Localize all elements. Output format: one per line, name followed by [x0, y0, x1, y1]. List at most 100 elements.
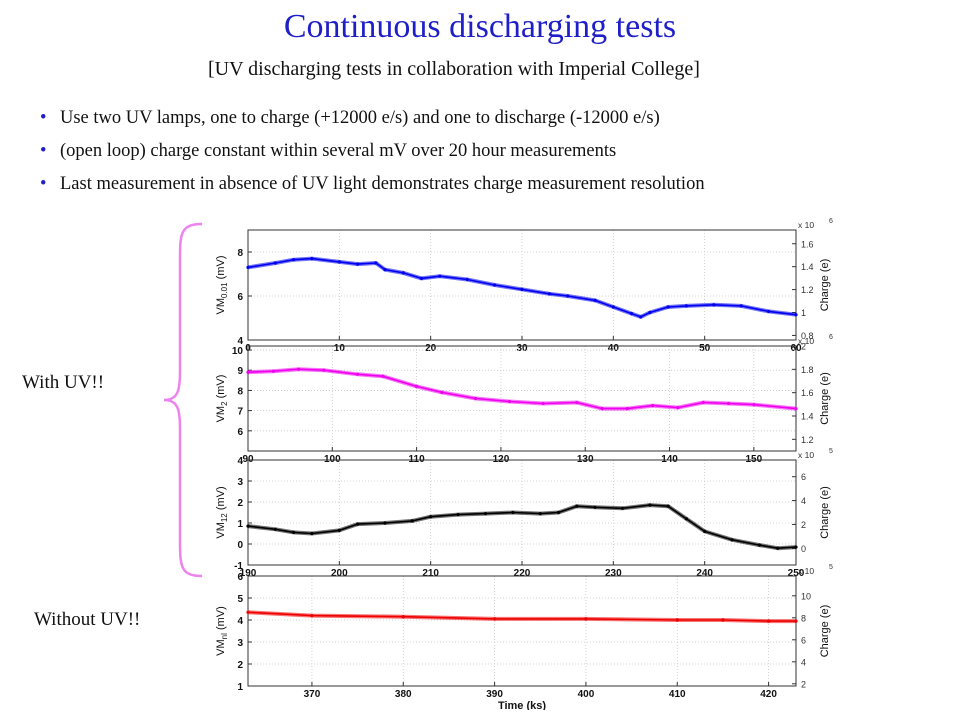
x-tick-label: 210 — [422, 568, 439, 579]
data-point — [310, 257, 314, 261]
data-point — [322, 368, 326, 372]
data-point — [337, 260, 341, 264]
y2-multiplier: x 10 — [798, 450, 814, 460]
data-point — [794, 545, 798, 549]
y-label-main: VM — [215, 406, 227, 423]
x-tick-label: 190 — [240, 568, 257, 579]
x-tick-label: 50 — [699, 343, 711, 354]
data-point — [776, 546, 780, 550]
data-point — [511, 510, 515, 515]
y-tick-label: 10 — [232, 346, 244, 357]
y-axis-label: VM2 (mV) — [215, 375, 229, 423]
slide-subtitle: [UV discharging tests in collaboration w… — [208, 58, 700, 80]
y-tick-label: 1 — [237, 682, 243, 693]
data-point — [374, 261, 378, 265]
data-point — [246, 265, 250, 269]
data-point — [648, 310, 652, 315]
data-point — [593, 505, 597, 509]
bullet-item: • (open loop) charge constant within seve… — [40, 141, 705, 174]
y2-exponent: 6 — [829, 218, 833, 225]
y2-tick-label: 1.4 — [801, 412, 814, 422]
y-tick-label: 2 — [237, 498, 243, 509]
data-point — [383, 268, 387, 272]
y2-exponent: 5 — [829, 448, 833, 455]
y2-multiplier: x 10 — [798, 336, 814, 346]
x-tick-label: 20 — [425, 343, 437, 354]
data-point — [310, 531, 314, 536]
y2-axis-label: Charge (e) — [819, 605, 831, 658]
y-label-subscript: 2 — [220, 401, 229, 406]
y2-tick-label: 0 — [801, 544, 806, 554]
y-tick-label: 0 — [237, 540, 243, 551]
data-point — [584, 617, 588, 621]
x-tick-label: 370 — [304, 689, 321, 700]
y2-tick-label: 1.8 — [801, 365, 814, 375]
y-label-unit: (mV) — [215, 375, 227, 402]
y2-tick-label: 1.2 — [801, 435, 814, 445]
y-label-unit: (mV) — [215, 606, 227, 633]
data-point — [593, 298, 597, 302]
y-label-unit: (mV) — [215, 256, 227, 283]
data-point — [246, 524, 250, 528]
y2-tick-label: 4 — [801, 657, 806, 667]
data-point — [721, 618, 725, 622]
data-point — [566, 294, 570, 298]
data-point — [465, 277, 469, 282]
bullet-dot-icon: • — [40, 174, 47, 194]
data-point — [541, 401, 545, 406]
y2-multiplier: x 10 — [798, 566, 814, 576]
data-point — [337, 528, 341, 532]
data-point — [727, 401, 731, 406]
y2-multiplier: x 10 — [798, 220, 814, 230]
data-point — [507, 399, 511, 404]
data-point — [611, 305, 615, 309]
data-point — [383, 521, 387, 525]
y-tick-label: -1 — [234, 561, 243, 572]
x-tick-label: 230 — [605, 568, 622, 579]
data-point — [556, 510, 561, 515]
data-point — [684, 304, 688, 308]
y2-tick-label: 1.6 — [801, 239, 814, 249]
y2-tick-label: 2 — [801, 520, 806, 530]
x-tick-label: 250 — [788, 568, 805, 579]
bullet-text: Use two UV lamps, one to charge (+12000 … — [60, 108, 660, 128]
data-point — [456, 513, 460, 517]
data-point — [310, 614, 314, 618]
data-point — [246, 370, 250, 374]
bullet-text: Last measurement in absence of UV light … — [60, 174, 705, 194]
data-point — [630, 312, 634, 316]
data-point — [684, 517, 688, 521]
data-point — [474, 396, 478, 401]
y-tick-label: 2 — [237, 660, 243, 671]
y-label-main: VM — [215, 298, 227, 315]
y-axis-label: VMnl (mV) — [215, 606, 229, 656]
y-tick-label: 4 — [237, 616, 243, 627]
y-axis-label: VM12 (mV) — [215, 486, 229, 538]
y2-tick-label: 1 — [801, 308, 806, 318]
data-point — [701, 400, 705, 405]
y-tick-label: 5 — [237, 594, 243, 605]
x-tick-label: 220 — [514, 568, 531, 579]
data-point — [410, 519, 414, 523]
x-tick-label: 410 — [669, 689, 686, 700]
data-point — [600, 407, 604, 411]
y-label-unit: (mV) — [215, 486, 227, 513]
y2-exponent: 6 — [829, 334, 833, 341]
y-tick-label: 8 — [237, 386, 243, 397]
y-tick-label: 7 — [237, 407, 243, 418]
x-tick-label: 400 — [578, 689, 595, 700]
y2-axis-label: Charge (e) — [819, 259, 831, 312]
data-point — [419, 276, 424, 280]
data-point — [297, 367, 301, 371]
y-axis-label: VM0.01 (mV) — [215, 256, 229, 315]
y-tick-label: 3 — [237, 477, 243, 488]
data-point — [757, 543, 762, 547]
x-tick-label: 240 — [696, 568, 713, 579]
y-tick-label: 6 — [237, 427, 243, 438]
data-point — [356, 372, 360, 376]
y2-tick-label: 2 — [801, 342, 806, 352]
x-tick-label: 390 — [486, 689, 503, 700]
data-point — [538, 512, 542, 516]
data-point — [651, 404, 655, 408]
y-tick-label: 4 — [237, 336, 243, 347]
